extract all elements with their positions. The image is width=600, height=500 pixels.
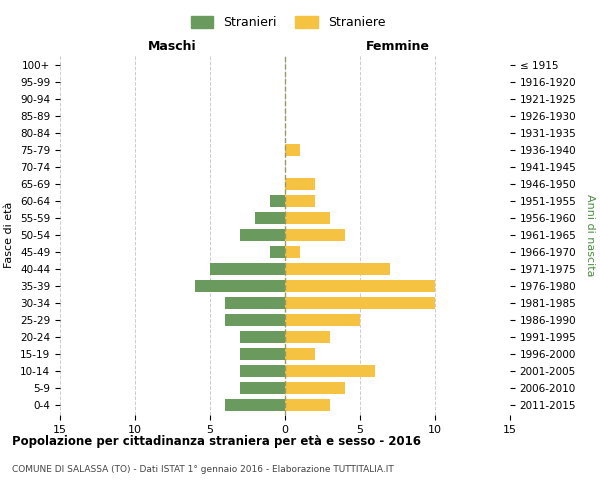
Bar [285, 280, 435, 292]
Bar [255, 212, 285, 224]
Bar [285, 144, 300, 156]
Bar [270, 246, 285, 258]
Bar [225, 399, 285, 411]
Bar [225, 297, 285, 309]
Y-axis label: Anni di nascita: Anni di nascita [585, 194, 595, 276]
Y-axis label: Fasce di età: Fasce di età [4, 202, 14, 268]
Text: COMUNE DI SALASSA (TO) - Dati ISTAT 1° gennaio 2016 - Elaborazione TUTTITALIA.IT: COMUNE DI SALASSA (TO) - Dati ISTAT 1° g… [12, 465, 394, 474]
Bar [285, 399, 330, 411]
Bar [285, 195, 315, 207]
Bar [285, 263, 390, 275]
Bar [225, 314, 285, 326]
Bar [285, 178, 315, 190]
Bar [240, 365, 285, 377]
Bar [210, 263, 285, 275]
Bar [195, 280, 285, 292]
Bar [285, 348, 315, 360]
Bar [285, 229, 345, 241]
Bar [285, 382, 345, 394]
Bar [285, 246, 300, 258]
Bar [240, 382, 285, 394]
Bar [270, 195, 285, 207]
Text: Popolazione per cittadinanza straniera per età e sesso - 2016: Popolazione per cittadinanza straniera p… [12, 435, 421, 448]
Bar [240, 229, 285, 241]
Text: Femmine: Femmine [365, 40, 430, 54]
Legend: Stranieri, Straniere: Stranieri, Straniere [185, 11, 391, 34]
Bar [240, 348, 285, 360]
Bar [285, 212, 330, 224]
Bar [285, 314, 360, 326]
Bar [285, 297, 435, 309]
Bar [240, 331, 285, 343]
Bar [285, 331, 330, 343]
Bar [285, 365, 375, 377]
Text: Maschi: Maschi [148, 40, 197, 54]
